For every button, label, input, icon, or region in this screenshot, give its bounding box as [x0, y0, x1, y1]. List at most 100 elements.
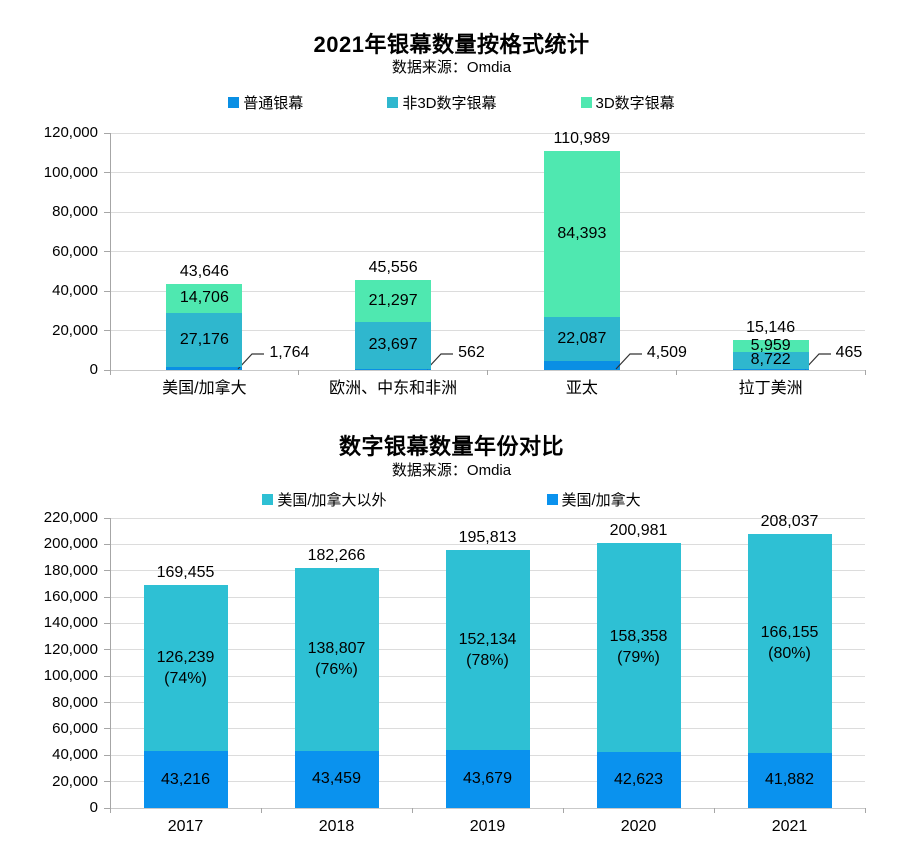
- segment-label: 43,216: [161, 770, 210, 788]
- callout-value-label: 562: [458, 344, 485, 361]
- legend-item-1: 非3D数字银幕: [387, 92, 497, 113]
- segment-percent: (78%): [466, 652, 509, 670]
- bar-segment-0: [747, 752, 832, 808]
- segment-label: 27,176: [179, 330, 229, 348]
- y-axis-tick: [104, 172, 110, 173]
- chart2-plot-area: 0 20,000 40,000 60,000 80,000 100,000 120,000 1…: [44, 509, 866, 835]
- y-axis-tick: [104, 649, 110, 651]
- y-axis-label: 40,000: [52, 282, 98, 299]
- x-axis-label: 亚太: [565, 380, 598, 397]
- bar-segment-0: [596, 751, 681, 808]
- callout-value-label: 1,764: [269, 344, 310, 361]
- gridline: [110, 251, 865, 252]
- y-axis-label: 180,000: [43, 561, 98, 579]
- bar-segment-1: [543, 317, 620, 362]
- bar-segment-0: [143, 751, 228, 808]
- y-axis-tick: [104, 781, 110, 783]
- bar-total-label: 43,646: [179, 262, 229, 280]
- gridline: [110, 172, 865, 173]
- bar-segment-2: [732, 340, 809, 352]
- y-axis-label: 60,000: [52, 719, 98, 737]
- x-axis-tick: [411, 808, 413, 813]
- chart1-title: 2021年银幕数量按格式统计: [313, 32, 590, 57]
- bar-segment-1: [166, 312, 243, 367]
- segment-value: 152,134: [458, 631, 517, 649]
- segment-percent: (80%): [768, 645, 811, 663]
- bar-segment-1: [732, 351, 809, 370]
- y-axis-label: 80,000: [52, 693, 98, 711]
- x-axis-line: [110, 808, 865, 809]
- gridline: [110, 330, 865, 331]
- bar-total-label: 169,455: [156, 563, 215, 581]
- segment-percent: (74%): [164, 669, 207, 687]
- legend-color-swatch: [262, 494, 274, 505]
- x-axis-label: 拉丁美洲: [738, 380, 803, 397]
- x-axis-tick: [298, 370, 300, 375]
- segment-value: 138,807: [307, 640, 366, 658]
- bar-segment-2: [543, 150, 620, 318]
- x-axis-tick: [109, 370, 111, 375]
- y-axis-tick: [104, 702, 110, 704]
- bar-segment-2: [166, 283, 243, 313]
- x-axis-label: 2017: [167, 818, 204, 835]
- bar-segment-0: [445, 750, 530, 808]
- y-axis-label: 200,000: [43, 535, 98, 553]
- bar-segment-0: [543, 361, 620, 370]
- segment-label: 21,297: [368, 292, 418, 310]
- bar-total-label: 110,989: [553, 129, 611, 147]
- y-axis-line: [110, 133, 111, 375]
- chart2-legend: 美国/加拿大以外 美国/加拿大: [0, 489, 903, 510]
- y-axis-tick: [104, 622, 110, 624]
- y-axis-tick: [104, 543, 110, 545]
- gridline: [110, 543, 865, 545]
- x-axis-tick: [260, 808, 262, 813]
- y-axis-label: 40,000: [52, 746, 98, 764]
- segment-value: 126,239: [156, 648, 215, 666]
- bar-segment-0: [166, 366, 243, 370]
- chart1-plot-area: 0 20,000 40,000 60,000 80,000 100,000 120,000 1…: [44, 124, 866, 397]
- bar-total-label: 208,037: [760, 512, 819, 530]
- y-axis-label: 0: [89, 361, 98, 378]
- y-axis-tick: [104, 728, 110, 730]
- y-axis-label: 20,000: [52, 772, 98, 790]
- y-axis-tick: [104, 330, 110, 331]
- y-axis-tick: [104, 675, 110, 677]
- x-axis-tick: [713, 808, 715, 813]
- y-axis-label: 140,000: [43, 614, 98, 632]
- y-axis-tick: [104, 132, 110, 134]
- bar-segment-1: [747, 533, 832, 753]
- y-axis-label: 160,000: [43, 588, 98, 606]
- bar-total-label: 195,813: [458, 528, 517, 546]
- chart1-subtitle: 数据来源：Omdia: [391, 59, 512, 76]
- segment-value: 158,358: [609, 628, 668, 646]
- y-axis-tick: [104, 570, 110, 572]
- y-axis-tick: [104, 517, 110, 519]
- x-axis-label: 2020: [620, 818, 657, 835]
- bar-segment-1: [294, 567, 379, 751]
- segment-label: 8,722: [750, 351, 791, 369]
- segment-label: 166,155 (80%): [708, 622, 872, 664]
- x-axis-tick: [487, 370, 488, 375]
- y-axis-label: 80,000: [52, 203, 98, 220]
- segment-label: 14,706: [179, 289, 229, 307]
- segment-label: 152,134 (78%): [406, 629, 570, 671]
- bar-total-label: 45,556: [368, 259, 418, 277]
- y-axis-tick: [104, 251, 110, 252]
- y-axis-tick: [104, 754, 110, 756]
- y-axis-line: [110, 518, 111, 813]
- segment-percent: (79%): [617, 649, 660, 667]
- x-axis-tick: [675, 370, 677, 375]
- y-axis-label: 100,000: [43, 163, 98, 181]
- y-axis-tick: [104, 290, 110, 292]
- segment-label: 43,679: [463, 770, 512, 788]
- bar-segment-2: [355, 280, 432, 323]
- legend-label: 美国/加拿大: [561, 492, 641, 509]
- bar-segment-0: [732, 369, 809, 370]
- gridline: [110, 211, 865, 213]
- segment-percent: (76%): [315, 661, 358, 679]
- y-axis-tick: [104, 596, 110, 598]
- bar-segment-0: [355, 368, 432, 370]
- legend-item-0: 美国/加拿大: [546, 489, 641, 510]
- callout-value-label: 4,509: [646, 344, 687, 361]
- x-axis-label: 2018: [318, 818, 355, 835]
